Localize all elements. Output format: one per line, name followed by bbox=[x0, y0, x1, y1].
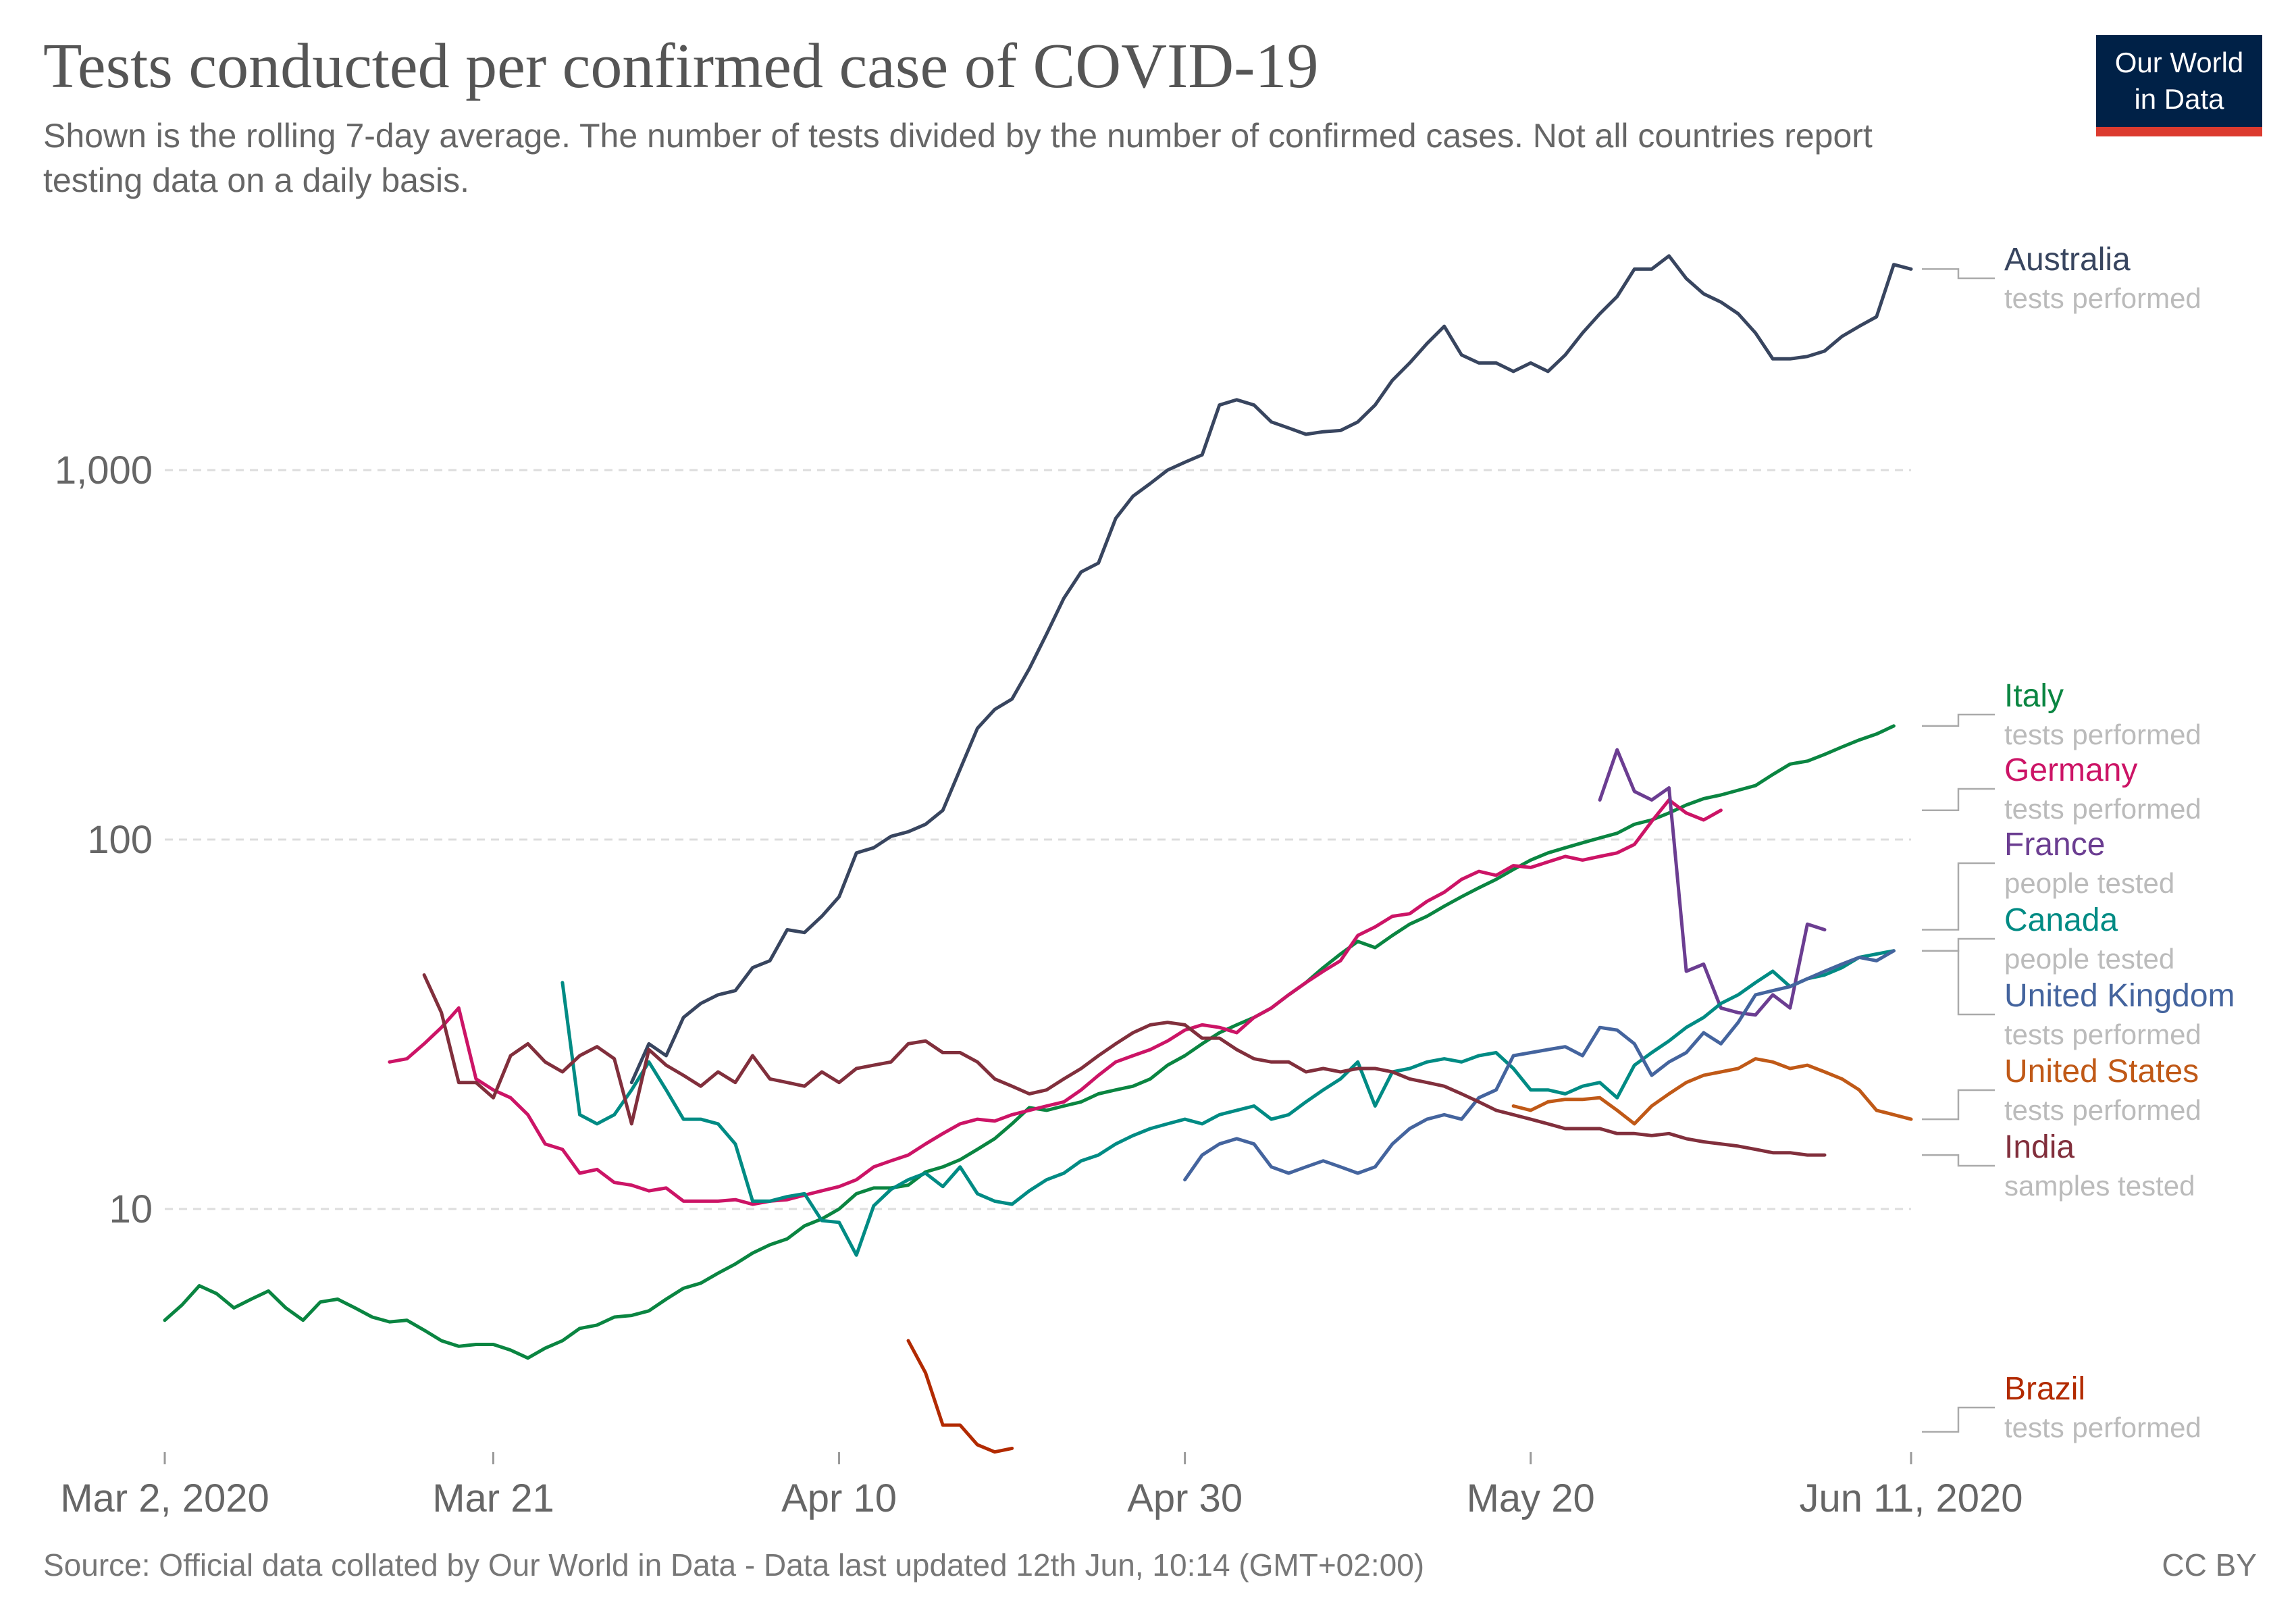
legend-item-germany[interactable]: Germany tests performed bbox=[1922, 752, 2201, 825]
legend-label-france: France bbox=[2004, 827, 2105, 863]
legend-metric-brazil: tests performed bbox=[2004, 1412, 2201, 1443]
legend: Australia tests performed Italy tests perfo… bbox=[1922, 242, 2235, 1443]
legend-connector bbox=[1922, 1154, 1995, 1167]
legend-item-france[interactable]: France people tested bbox=[1922, 827, 2174, 931]
series-line-brazil[interactable] bbox=[906, 1339, 1014, 1454]
legend-label-india: India bbox=[2004, 1129, 2075, 1165]
x-tick-label: Apr 30 bbox=[1127, 1476, 1243, 1520]
legend-connector bbox=[1922, 950, 1995, 1016]
legend-metric-united-states: tests performed bbox=[2004, 1094, 2201, 1126]
legend-metric-france: people tested bbox=[2004, 867, 2174, 899]
legend-label-united-kingdom: United Kingdom bbox=[2004, 978, 2235, 1014]
series-line-united-states[interactable] bbox=[1511, 1057, 1913, 1126]
x-tick-label: Mar 2, 2020 bbox=[60, 1476, 269, 1520]
source-note: Source: Official data collated by Our Wo… bbox=[43, 1547, 1425, 1583]
legend-item-united-kingdom[interactable]: United Kingdom tests performed bbox=[1922, 950, 2235, 1050]
gridlines bbox=[165, 469, 1911, 1210]
legend-metric-germany: tests performed bbox=[2004, 793, 2201, 825]
legend-label-italy: Italy bbox=[2004, 678, 2064, 714]
legend-connector bbox=[1922, 937, 1995, 952]
series-line-australia[interactable] bbox=[629, 254, 1913, 1085]
series-line-canada[interactable] bbox=[560, 949, 1896, 1257]
legend-metric-australia: tests performed bbox=[2004, 282, 2201, 314]
legend-connector bbox=[1922, 788, 1995, 811]
legend-connector bbox=[1922, 862, 1995, 931]
legend-item-italy[interactable]: Italy tests performed bbox=[1922, 678, 2201, 750]
legend-connector bbox=[1922, 713, 1995, 727]
series-line-india[interactable] bbox=[422, 973, 1827, 1157]
legend-connector bbox=[1922, 268, 1995, 280]
legend-item-india[interactable]: India samples tested bbox=[1922, 1129, 2195, 1202]
legend-connector bbox=[1922, 1089, 1995, 1121]
x-tick-label: Jun 11, 2020 bbox=[1799, 1476, 2023, 1520]
series-line-united-kingdom[interactable] bbox=[1183, 949, 1896, 1182]
legend-metric-italy: tests performed bbox=[2004, 719, 2201, 750]
series-line-germany[interactable] bbox=[388, 798, 1723, 1206]
legend-label-canada: Canada bbox=[2004, 902, 2118, 938]
legend-item-canada[interactable]: Canada people tested bbox=[1922, 902, 2174, 975]
x-tick-label: Apr 10 bbox=[781, 1476, 897, 1520]
legend-label-australia: Australia bbox=[2004, 242, 2131, 278]
x-tick-label: Mar 21 bbox=[432, 1476, 554, 1520]
series-line-italy[interactable] bbox=[163, 724, 1896, 1360]
legend-label-germany: Germany bbox=[2004, 752, 2137, 788]
chart-title: Tests conducted per confirmed case of CO… bbox=[43, 31, 1319, 101]
legend-item-brazil[interactable]: Brazil tests performed bbox=[1922, 1371, 2201, 1443]
legend-metric-india: samples tested bbox=[2004, 1170, 2195, 1202]
series-line-france[interactable] bbox=[1598, 748, 1827, 1017]
owid-logo[interactable]: Our World in Data bbox=[2096, 35, 2262, 136]
axes: 10 100 1,000 Mar 2, 2020 Mar 21 Apr 10 Apr 30 M… bbox=[55, 448, 2023, 1520]
legend-item-australia[interactable]: Australia tests performed bbox=[1922, 242, 2201, 314]
legend-metric-canada: people tested bbox=[2004, 943, 2174, 975]
legend-metric-united-kingdom: tests performed bbox=[2004, 1019, 2201, 1050]
y-tick-label: 10 bbox=[109, 1187, 153, 1231]
legend-item-united-states[interactable]: United States tests performed bbox=[1922, 1054, 2201, 1126]
y-tick-label: 100 bbox=[87, 818, 153, 862]
license-link[interactable]: CC BY bbox=[2162, 1547, 2257, 1583]
legend-label-united-states: United States bbox=[2004, 1054, 2199, 1089]
x-tick-label: May 20 bbox=[1467, 1476, 1595, 1520]
legend-label-brazil: Brazil bbox=[2004, 1371, 2085, 1407]
legend-connector bbox=[1922, 1406, 1995, 1433]
logo-line-1: Our World bbox=[2114, 47, 2244, 78]
y-tick-label: 1,000 bbox=[55, 448, 153, 492]
logo-line-2: in Data bbox=[2134, 83, 2224, 115]
chart-subtitle: Shown is the rolling 7-day average. The … bbox=[43, 117, 1873, 199]
series-lines bbox=[163, 254, 1913, 1454]
